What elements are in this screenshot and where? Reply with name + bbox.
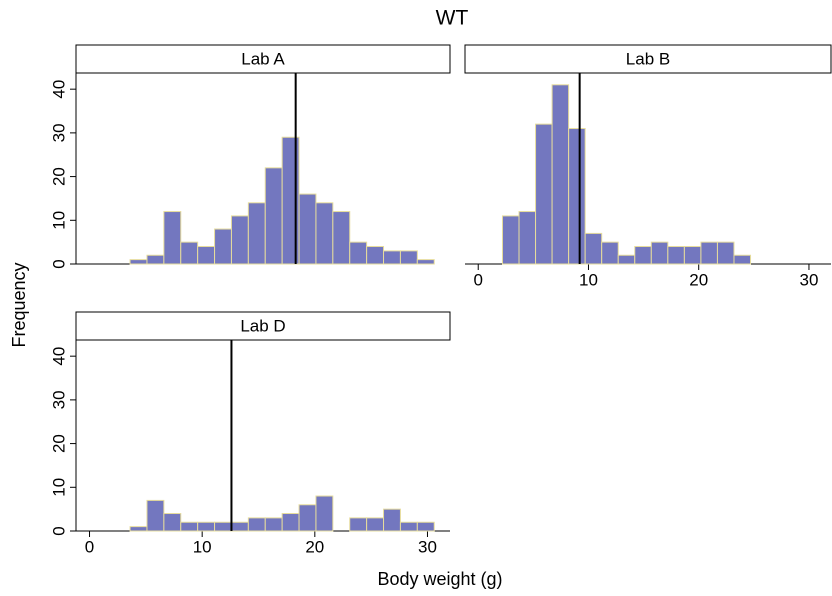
bar — [197, 246, 216, 265]
panel-strip — [464, 44, 832, 74]
bar — [416, 259, 435, 265]
bar — [518, 211, 537, 265]
bar — [399, 250, 418, 265]
bar — [163, 513, 182, 532]
bar — [298, 504, 317, 532]
y-tick-label: 0 — [49, 259, 68, 268]
y-tick-label: 20 — [49, 167, 68, 186]
x-tick-label: 20 — [305, 537, 324, 556]
x-tick-label: 0 — [473, 270, 482, 289]
x-tick-label: 10 — [193, 537, 212, 556]
bar — [733, 254, 752, 265]
bar — [366, 246, 385, 265]
bar — [247, 517, 266, 532]
bar — [146, 499, 165, 532]
bar — [634, 246, 652, 265]
bar — [535, 123, 553, 265]
bar — [214, 228, 232, 265]
bar — [568, 128, 586, 265]
bar — [383, 250, 401, 265]
bar — [667, 246, 685, 265]
bar — [700, 241, 718, 265]
y-tick-label: 40 — [49, 80, 68, 99]
bar — [349, 517, 368, 532]
bar — [230, 521, 249, 532]
bar — [298, 193, 317, 265]
y-tick-label: 20 — [49, 434, 68, 453]
x-tick-label: 0 — [85, 537, 94, 556]
bar — [349, 241, 368, 265]
panel-title: Lab A — [241, 49, 285, 68]
bar — [129, 526, 148, 532]
bar — [584, 232, 603, 265]
panel-title: Lab D — [240, 316, 285, 335]
bar — [716, 241, 735, 265]
bar — [163, 211, 182, 265]
x-tick-label: 20 — [689, 270, 708, 289]
bar — [146, 254, 165, 265]
x-axis-label: Body weight (g) — [377, 569, 502, 589]
panel-title: Lab B — [626, 49, 670, 68]
bar — [264, 517, 283, 532]
panel-strip — [75, 311, 451, 341]
bar — [683, 246, 702, 265]
bar — [264, 167, 283, 265]
bar — [129, 259, 148, 265]
bar — [197, 521, 216, 532]
x-tick-label: 30 — [418, 537, 437, 556]
bar — [281, 513, 300, 532]
panel-strip — [75, 44, 451, 74]
y-tick-label: 10 — [49, 478, 68, 497]
y-tick-label: 30 — [49, 123, 68, 142]
bar — [332, 211, 351, 265]
bar — [214, 521, 232, 532]
y-tick-label: 40 — [49, 347, 68, 366]
bar — [399, 521, 418, 532]
bar — [650, 241, 669, 265]
bar — [416, 521, 435, 532]
y-axis-label: Frequency — [9, 262, 29, 347]
bar — [315, 495, 334, 532]
bar — [366, 517, 385, 532]
bar — [551, 84, 570, 265]
y-tick-label: 30 — [49, 390, 68, 409]
bar — [601, 241, 619, 265]
y-tick-label: 10 — [49, 211, 68, 230]
bar — [247, 202, 266, 265]
y-tick-label: 0 — [49, 526, 68, 535]
bar — [617, 254, 636, 265]
bar — [230, 215, 249, 265]
bar — [315, 202, 334, 265]
bar — [501, 215, 520, 265]
bar — [383, 508, 401, 532]
chart-title: WT — [436, 7, 469, 30]
x-tick-label: 30 — [799, 270, 818, 289]
bar — [180, 241, 199, 265]
bar — [180, 521, 199, 532]
x-tick-label: 10 — [579, 270, 598, 289]
